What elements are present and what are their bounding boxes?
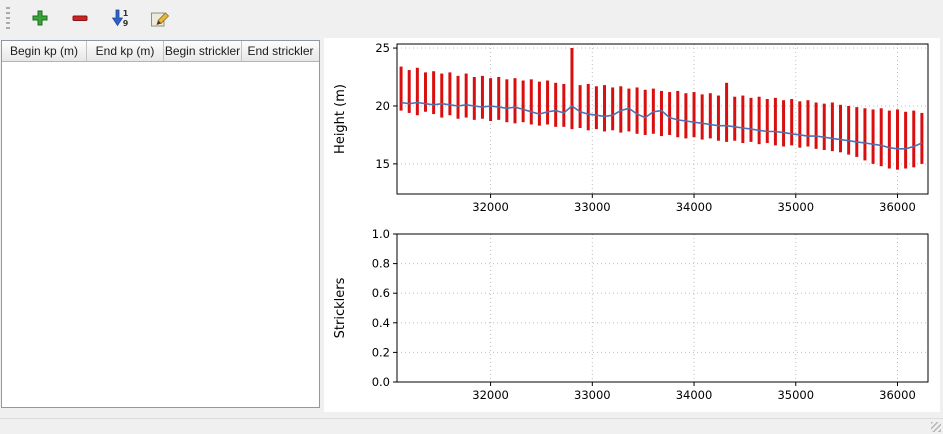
height-chart: 32000 33000 34000 35000 36000 15 20 25 Height (m… bbox=[333, 41, 929, 214]
svg-text:32000: 32000 bbox=[472, 388, 509, 402]
charts-panel: 32000 33000 34000 35000 36000 15 20 25 Height (m… bbox=[324, 38, 940, 412]
svg-text:34000: 34000 bbox=[676, 388, 713, 402]
svg-text:0.8: 0.8 bbox=[372, 257, 390, 271]
svg-text:35000: 35000 bbox=[777, 200, 814, 214]
plus-icon bbox=[32, 10, 48, 26]
svg-text:36000: 36000 bbox=[879, 388, 916, 402]
svg-text:0.4: 0.4 bbox=[372, 316, 390, 330]
svg-text:15: 15 bbox=[375, 157, 390, 171]
sort-badge-bottom: 9 bbox=[123, 19, 129, 28]
column-header-begin-kp[interactable]: Begin kp (m) bbox=[2, 41, 87, 61]
edit-button[interactable] bbox=[146, 4, 174, 32]
svg-text:Height (m): Height (m) bbox=[333, 84, 348, 154]
minus-icon bbox=[72, 15, 88, 21]
pencil-icon bbox=[151, 12, 170, 27]
svg-text:Stricklers: Stricklers bbox=[333, 277, 348, 338]
svg-text:32000: 32000 bbox=[472, 200, 509, 214]
stricklers-chart: 32000 33000 34000 35000 36000 0.0 0.2 0.4 0.6 0.8… bbox=[333, 228, 929, 402]
remove-row-button[interactable] bbox=[66, 4, 94, 32]
svg-text:35000: 35000 bbox=[777, 388, 814, 402]
sort-button[interactable]: 1 9 bbox=[106, 4, 134, 32]
svg-text:0.0: 0.0 bbox=[372, 375, 390, 389]
resize-grip[interactable] bbox=[931, 422, 941, 432]
sort-badge-top: 1 bbox=[123, 9, 129, 18]
svg-text:33000: 33000 bbox=[574, 200, 611, 214]
svg-text:20: 20 bbox=[375, 99, 390, 113]
svg-text:36000: 36000 bbox=[879, 200, 916, 214]
svg-text:0.2: 0.2 bbox=[372, 345, 390, 359]
svg-text:1.0: 1.0 bbox=[372, 228, 390, 241]
table-header: Begin kp (m) End kp (m) Begin strickler … bbox=[2, 41, 319, 62]
svg-text:0.6: 0.6 bbox=[372, 286, 390, 300]
add-row-button[interactable] bbox=[26, 4, 54, 32]
table-body[interactable] bbox=[2, 62, 319, 407]
column-header-end-strickler[interactable]: End strickler bbox=[247, 44, 314, 58]
svg-text:33000: 33000 bbox=[574, 388, 611, 402]
toolbar-drag-handle[interactable] bbox=[6, 7, 10, 29]
svg-text:25: 25 bbox=[375, 41, 390, 55]
stricklers-table: Begin kp (m) End kp (m) Begin strickler … bbox=[1, 40, 320, 408]
toolbar: 1 9 bbox=[0, 0, 943, 36]
sort-descending-icon: 1 9 bbox=[111, 9, 129, 28]
column-header-end-kp[interactable]: End kp (m) bbox=[87, 41, 164, 61]
column-header-begin-strickler[interactable]: Begin strickler bbox=[164, 41, 242, 61]
status-bar bbox=[0, 418, 943, 434]
svg-text:34000: 34000 bbox=[676, 200, 713, 214]
